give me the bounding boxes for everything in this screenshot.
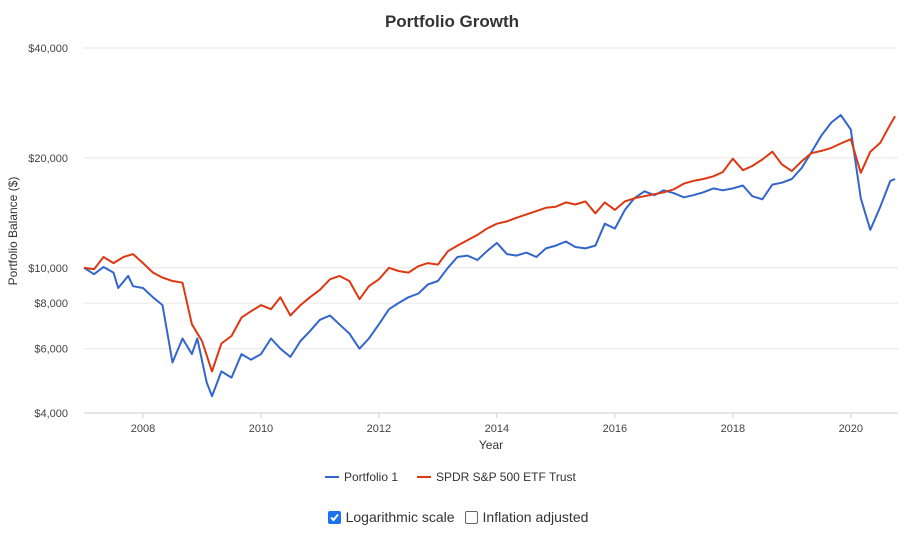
x-tick-label: 2016 (603, 423, 627, 435)
y-tick-label: $6,000 (34, 344, 68, 356)
y-tick-label: $10,000 (28, 263, 68, 275)
portfolio-growth-chart: Portfolio Growth $4,000 $6,000 $8,000 $10,0… (6, 12, 898, 484)
x-axis-ticks: 2008 2010 2012 2014 2016 2018 2020 (131, 413, 863, 435)
log-scale-toggle[interactable]: Logarithmic scale (327, 509, 455, 525)
checkmark-icon (329, 513, 339, 521)
log-scale-label: Logarithmic scale (345, 509, 455, 525)
chart-title: Portfolio Growth (385, 12, 519, 31)
series-line-2 (83, 115, 896, 373)
y-tick-label: $40,000 (28, 43, 68, 55)
y-tick-label: $4,000 (34, 408, 68, 420)
x-axis-label: Year (479, 438, 503, 452)
gridlines (84, 47, 898, 350)
inflation-adjusted-toggle[interactable]: Inflation adjusted (464, 509, 589, 525)
y-tick-label: $8,000 (34, 298, 68, 310)
legend-label: SPDR S&P 500 ETF Trust (436, 470, 576, 484)
x-tick-label: 2018 (721, 423, 745, 435)
log-scale-checkbox[interactable] (327, 510, 341, 524)
inflation-adjusted-checkbox[interactable] (464, 510, 478, 524)
legend-item-1[interactable]: Portfolio 1 (325, 470, 398, 484)
x-tick-label: 2020 (839, 423, 863, 435)
series-lines (83, 114, 896, 398)
inflation-adjusted-label: Inflation adjusted (482, 509, 589, 525)
y-tick-label: $20,000 (28, 153, 68, 165)
x-tick-label: 2014 (485, 423, 509, 435)
chart-options: Logarithmic scale Inflation adjusted (0, 506, 916, 528)
series-line-1 (83, 114, 896, 398)
y-axis-ticks: $4,000 $6,000 $8,000 $10,000 $20,000 $40,000 (28, 43, 68, 420)
legend: Portfolio 1 SPDR S&P 500 ETF Trust (325, 470, 576, 484)
x-tick-label: 2008 (131, 423, 155, 435)
legend-label: Portfolio 1 (344, 470, 398, 484)
x-tick-label: 2012 (367, 423, 391, 435)
y-axis-label: Portfolio Balance ($) (6, 177, 20, 286)
legend-item-2[interactable]: SPDR S&P 500 ETF Trust (417, 470, 576, 484)
x-tick-label: 2010 (249, 423, 273, 435)
